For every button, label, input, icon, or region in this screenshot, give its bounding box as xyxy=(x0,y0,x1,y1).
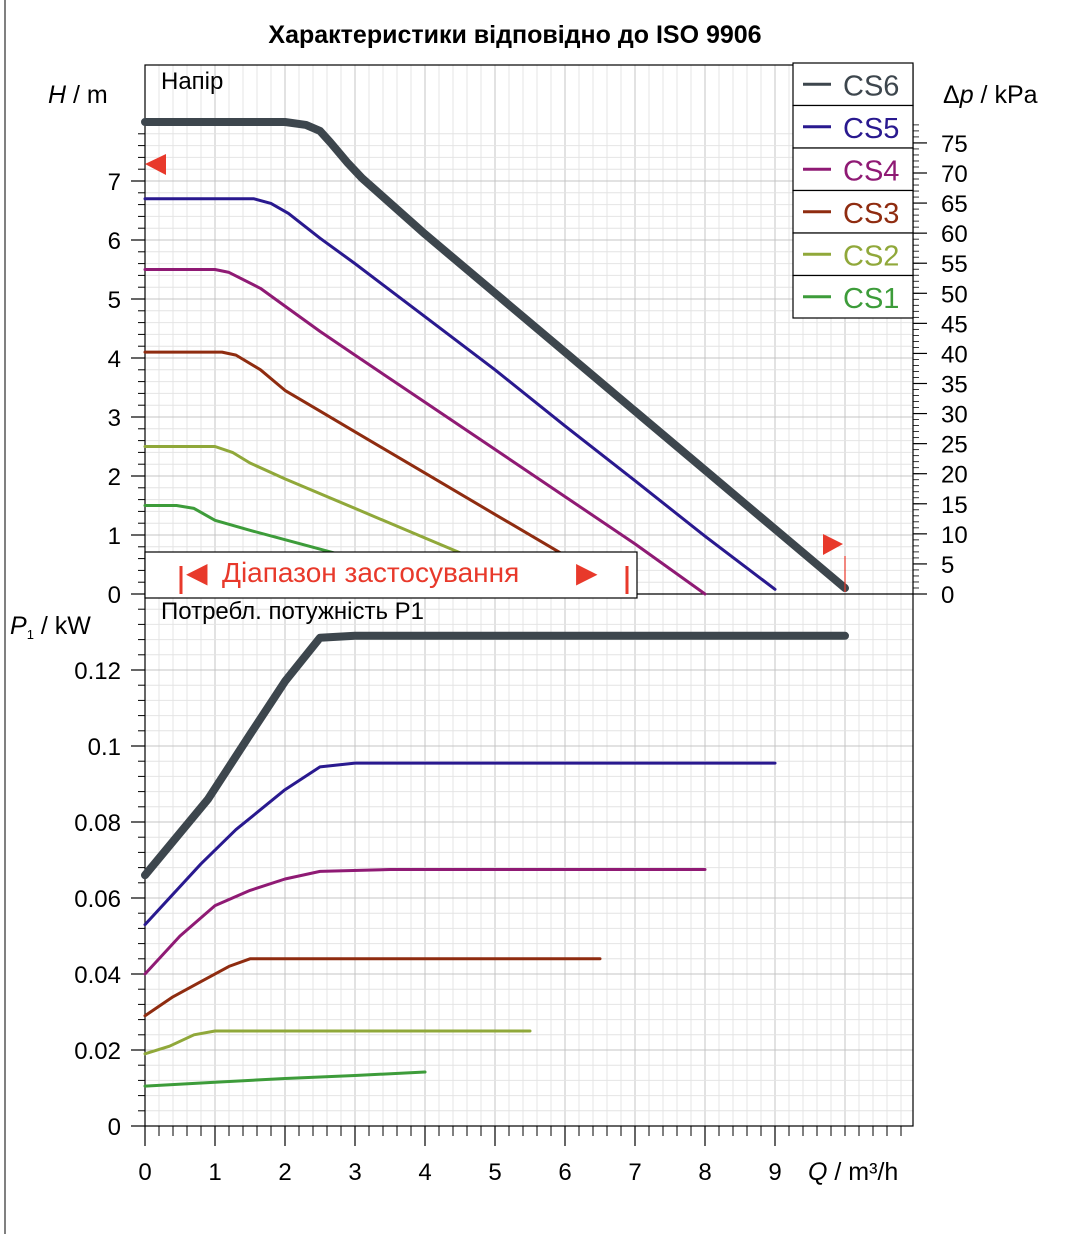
y2-tick-label: 25 xyxy=(941,432,968,459)
power-curve-cs4 xyxy=(143,868,707,976)
x-tick-label: 8 xyxy=(698,1159,711,1186)
y2-tick-label: 75 xyxy=(941,131,968,158)
y-tick-label: 0.04 xyxy=(74,962,121,989)
max-head-marker xyxy=(145,154,166,175)
legend: CS6 CS5 CS4 CS3 CS2 CS1 xyxy=(792,62,914,319)
axis-ticks: 0123456705101520253035404550556065707500… xyxy=(10,81,1038,1186)
y-tick-label: 6 xyxy=(108,228,121,255)
head-curve-cs3 xyxy=(143,350,602,578)
y-tick-label: 3 xyxy=(108,405,121,432)
y2-tick-label: 50 xyxy=(941,281,968,308)
y-tick-label: 0 xyxy=(108,1114,121,1141)
x-tick-label: 6 xyxy=(558,1159,571,1186)
range-label: Діапазон застосування xyxy=(222,557,519,588)
y2-tick-label: 45 xyxy=(941,311,968,338)
y2-tick-label: 0 xyxy=(941,582,954,609)
y2-tick-label: 30 xyxy=(941,402,968,429)
range-label-box xyxy=(144,551,638,599)
chart-title: Характеристики відповідно до ISO 9906 xyxy=(268,21,761,49)
y-axis-label-head: H / m xyxy=(48,81,108,109)
x-tick-label: 5 xyxy=(488,1159,501,1186)
y2-tick-label: 60 xyxy=(941,221,968,248)
head-curve-cs6 xyxy=(141,118,849,593)
x-tick-label: 9 xyxy=(768,1159,781,1186)
legend-label: CS6 xyxy=(843,70,899,102)
y-tick-label: 1 xyxy=(108,523,121,550)
y-tick-label: 4 xyxy=(108,346,121,373)
power-curve-cs6 xyxy=(141,631,849,880)
y2-tick-label: 55 xyxy=(941,251,968,278)
y2-tick-label: 20 xyxy=(941,462,968,489)
power-curve-cs3 xyxy=(143,957,602,1018)
head-curve-cs5 xyxy=(143,197,777,591)
power-curve-cs2 xyxy=(143,1029,532,1056)
legend-label: CS5 xyxy=(843,113,899,145)
y-tick-label: 0.08 xyxy=(74,810,121,837)
y-tick-label: 0.06 xyxy=(74,886,121,913)
y-tick-label: 0.1 xyxy=(88,734,121,761)
y-axis-label-power: P1 / kW xyxy=(10,612,91,642)
range-left-arrow: ◀ xyxy=(186,557,208,588)
y2-tick-label: 35 xyxy=(941,372,968,399)
legend-label: CS1 xyxy=(843,283,899,315)
y2-tick-label: 40 xyxy=(941,341,968,368)
y-tick-label: 5 xyxy=(108,287,121,314)
y2-axis-label: Δp / kPa xyxy=(943,81,1038,109)
head-curve-cs4 xyxy=(143,268,707,596)
x-tick-label: 7 xyxy=(628,1159,641,1186)
y-tick-label: 0.12 xyxy=(74,658,121,685)
y-tick-label: 2 xyxy=(108,464,121,491)
plot-frame xyxy=(4,0,914,1234)
y2-tick-label: 5 xyxy=(941,552,954,579)
max-flow-marker xyxy=(823,534,843,555)
legend-label: CS3 xyxy=(843,198,899,230)
legend-label: CS2 xyxy=(843,240,899,272)
y-tick-label: 0.02 xyxy=(74,1038,121,1065)
x-axis-label: Q / m³/h xyxy=(808,1158,898,1186)
x-tick-label: 4 xyxy=(418,1159,431,1186)
y2-tick-label: 70 xyxy=(941,161,968,188)
bottom-panel-title: Потребл. потужність P1 xyxy=(161,598,424,625)
x-tick-label: 2 xyxy=(278,1159,291,1186)
legend-label: CS4 xyxy=(843,155,899,187)
top-panel-title: Напір xyxy=(161,68,223,95)
y2-tick-label: 10 xyxy=(941,522,968,549)
x-tick-label: 0 xyxy=(138,1159,151,1186)
power-curve-cs1 xyxy=(143,1070,427,1088)
x-tick-label: 1 xyxy=(208,1159,221,1186)
y-tick-label: 7 xyxy=(108,169,121,196)
annotations: ◀ Діапазон застосування ▶ xyxy=(144,154,846,599)
y2-tick-label: 65 xyxy=(941,191,968,218)
y-tick-label: 0 xyxy=(108,582,121,609)
y2-tick-label: 15 xyxy=(941,492,968,519)
x-tick-label: 3 xyxy=(348,1159,361,1186)
series-lines xyxy=(141,118,849,1088)
power-curve-cs5 xyxy=(143,761,777,927)
range-right-arrow: ▶ xyxy=(576,557,598,588)
